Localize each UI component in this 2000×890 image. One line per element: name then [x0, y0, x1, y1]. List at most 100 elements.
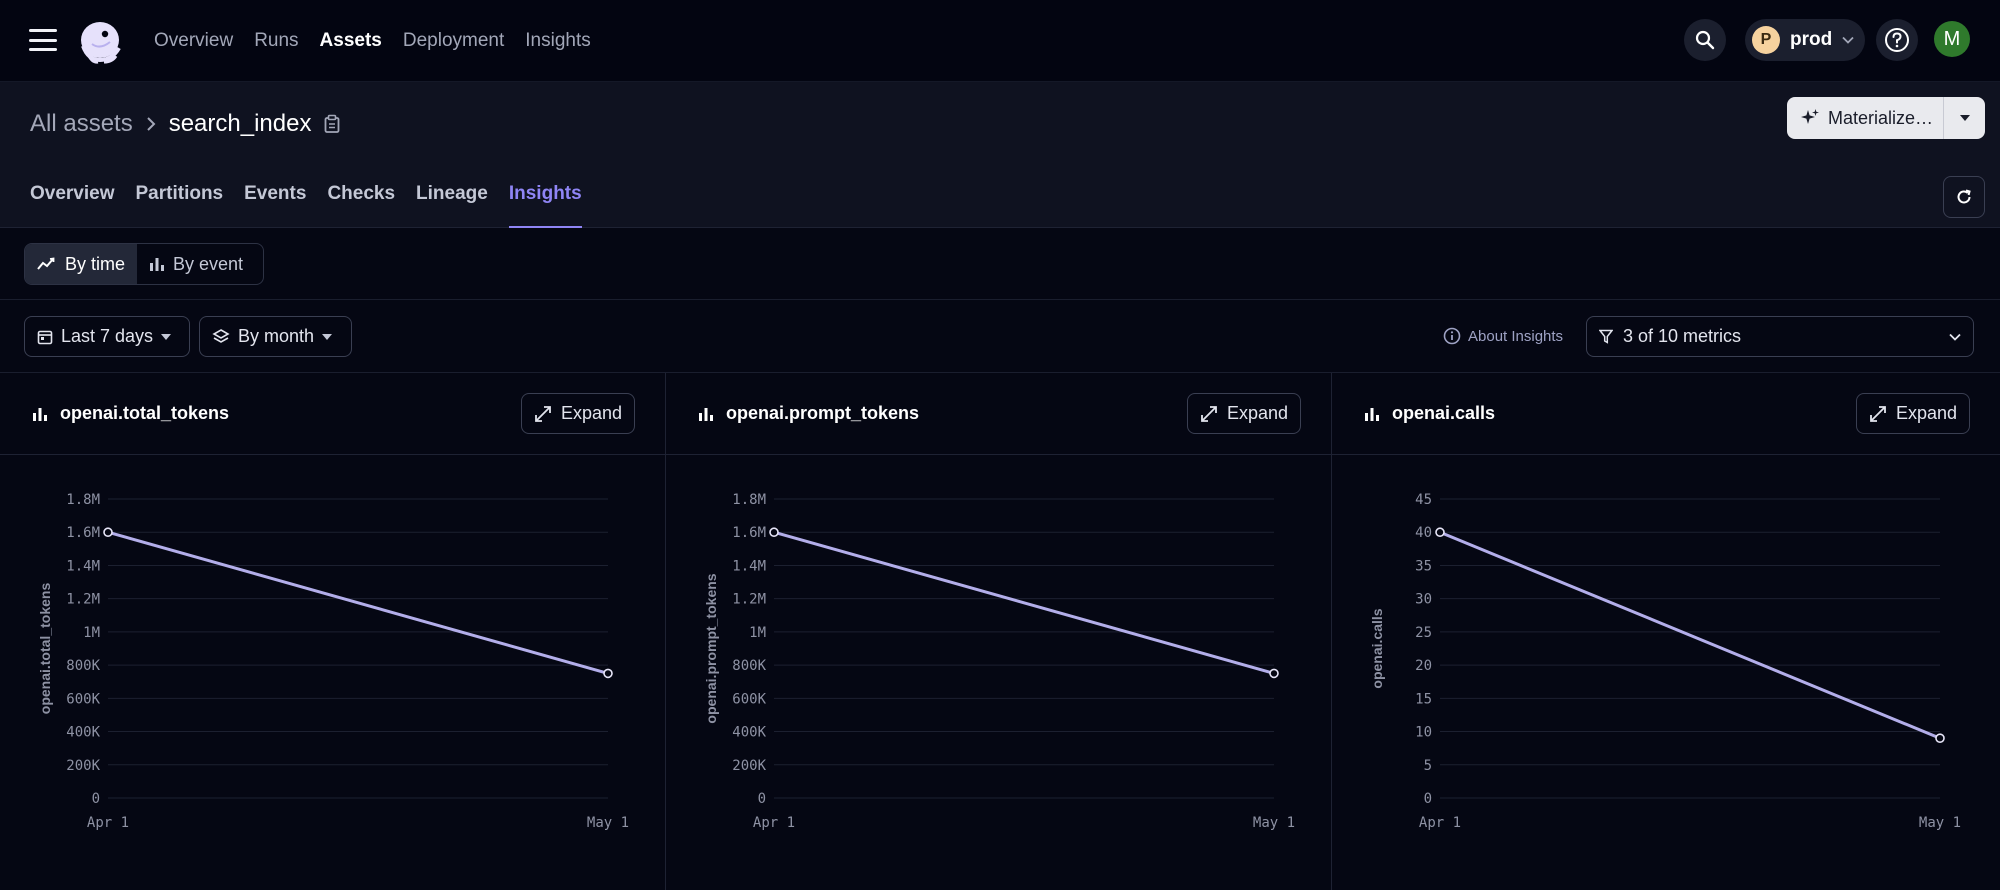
metric-title: openai.calls: [1364, 403, 1495, 424]
by-time-label: By time: [65, 253, 126, 274]
refresh-button[interactable]: [1943, 176, 1985, 218]
series-line: [773, 530, 1275, 675]
y-tick-label: 20: [1415, 658, 1432, 674]
metric-panel-header: openai.total_tokens Expand: [0, 373, 665, 455]
metric-panel-header: openai.prompt_tokens Expand: [666, 373, 1331, 455]
y-tick-label: 200K: [732, 758, 766, 774]
expand-button[interactable]: Expand: [521, 393, 635, 434]
expand-label: Expand: [560, 403, 623, 423]
metric-title: openai.total_tokens: [32, 403, 229, 424]
metric-title: openai.prompt_tokens: [698, 403, 919, 424]
data-point[interactable]: [769, 527, 779, 538]
bar-chart-icon: [33, 407, 47, 421]
nav-deployment[interactable]: Deployment: [402, 30, 505, 51]
deployment-switcher[interactable]: P prod: [1745, 19, 1865, 61]
data-point[interactable]: [1935, 733, 1945, 744]
sparkle-icon: [1801, 109, 1819, 124]
y-tick-label: 15: [1415, 691, 1432, 707]
x-tick-label: Apr 1: [87, 815, 129, 831]
tab-insights[interactable]: Insights: [508, 182, 582, 228]
data-point[interactable]: [1269, 668, 1279, 679]
materialize-options-button[interactable]: [1943, 97, 1985, 139]
y-tick-label: 35: [1415, 558, 1432, 574]
help-button[interactable]: [1876, 19, 1918, 61]
tab-events[interactable]: Events: [244, 183, 307, 204]
y-tick-label: 30: [1415, 592, 1432, 608]
y-tick-label: 1.4M: [732, 558, 766, 574]
top-nav: Overview Runs Assets Deployment Insights…: [0, 0, 2000, 82]
filter-row: Last 7 days By month About Insights 3 of…: [0, 300, 2000, 373]
line-chart: 0 5 10 15 20 25 30 35 40 45 Apr 1 May 1 openai.calls: [1369, 492, 1961, 831]
x-tick-label: Apr 1: [1419, 815, 1461, 831]
chevron-down-icon: [1949, 333, 1961, 341]
expand-icon: [1870, 405, 1886, 422]
nav-runs[interactable]: Runs: [254, 30, 299, 51]
y-tick-label: 10: [1415, 725, 1432, 741]
nav-insights[interactable]: Insights: [525, 30, 591, 51]
tab-overview[interactable]: Overview: [30, 183, 115, 204]
metric-charts: openai.total_tokens Expand 0 200K 400K 600K…: [0, 373, 2000, 890]
y-tick-label: 1.4M: [66, 558, 100, 574]
menu-icon[interactable]: [29, 29, 57, 51]
date-range-label: Last 7 days: [61, 326, 154, 346]
chevron-right-icon: [146, 117, 156, 131]
y-axis-title: openai.prompt_tokens: [703, 573, 719, 723]
materialize-button[interactable]: Materialize…: [1787, 97, 1943, 139]
nav-overview[interactable]: Overview: [154, 30, 234, 51]
nav-assets[interactable]: Assets: [319, 30, 382, 51]
y-tick-label: 25: [1415, 625, 1432, 641]
line-chart: 0 200K 400K 600K 800K 1M 1.2M 1.4M 1.6M 1.8M Apr 1…: [703, 492, 1295, 831]
metric-panel: openai.prompt_tokens Expand 0 200K 400K 600…: [666, 373, 1332, 890]
breadcrumb-asset-name: search_index: [168, 110, 312, 137]
dagster-logo-icon[interactable]: [74, 16, 126, 66]
x-tick-label: May 1: [587, 815, 629, 831]
date-range-select[interactable]: Last 7 days: [24, 316, 190, 357]
y-tick-label: 200K: [66, 758, 100, 774]
tab-checks[interactable]: Checks: [327, 183, 396, 204]
calendar-icon: [37, 330, 53, 344]
view-toggle-row: By time By event: [0, 228, 2000, 300]
expand-button[interactable]: Expand: [1856, 393, 1970, 434]
layers-icon: [212, 328, 230, 343]
data-point[interactable]: [603, 668, 613, 679]
user-avatar[interactable]: M: [1934, 21, 1970, 57]
tab-partitions[interactable]: Partitions: [135, 183, 224, 204]
by-event-button[interactable]: By event: [137, 244, 255, 284]
grain-label: By month: [238, 326, 315, 346]
expand-icon: [1201, 405, 1217, 422]
line-chart: 0 200K 400K 600K 800K 1M 1.2M 1.4M 1.6M 1.8M Apr 1…: [37, 492, 629, 831]
y-tick-label: 1M: [83, 625, 100, 641]
series-line: [107, 530, 609, 675]
chevron-down-icon: [1842, 36, 1854, 44]
breadcrumb-all-assets[interactable]: All assets: [30, 110, 133, 137]
y-tick-label: 400K: [66, 725, 100, 741]
metrics-filter-label: 3 of 10 metrics: [1623, 326, 1742, 346]
copy-icon[interactable]: [323, 114, 341, 134]
x-tick-label: May 1: [1919, 815, 1961, 831]
grain-select[interactable]: By month: [199, 316, 352, 357]
x-tick-label: Apr 1: [753, 815, 795, 831]
expand-label: Expand: [1895, 403, 1958, 423]
y-tick-label: 1.8M: [66, 492, 100, 508]
y-tick-label: 600K: [66, 691, 100, 707]
y-tick-label: 1.6M: [66, 525, 100, 541]
deployment-name: prod: [1790, 29, 1833, 50]
y-tick-label: 0: [92, 791, 100, 807]
asset-tabs: Overview Partitions Events Checks Lineag…: [30, 182, 582, 228]
search-button[interactable]: [1684, 19, 1726, 61]
y-tick-label: 0: [1424, 791, 1432, 807]
data-point[interactable]: [1435, 527, 1445, 538]
about-insights-link[interactable]: About Insights: [1443, 327, 1563, 345]
data-point[interactable]: [103, 527, 113, 538]
metric-title-text: openai.total_tokens: [60, 403, 230, 423]
metrics-filter-select[interactable]: 3 of 10 metrics: [1586, 316, 1974, 357]
info-icon: [1443, 327, 1461, 345]
y-tick-label: 1M: [749, 625, 766, 641]
by-time-button[interactable]: By time: [25, 244, 138, 284]
filter-icon: [1599, 329, 1613, 344]
tab-lineage[interactable]: Lineage: [416, 183, 488, 204]
help-icon: [1885, 28, 1909, 52]
expand-button[interactable]: Expand: [1187, 393, 1301, 434]
expand-label: Expand: [1226, 403, 1289, 423]
deployment-avatar: P: [1752, 26, 1780, 54]
